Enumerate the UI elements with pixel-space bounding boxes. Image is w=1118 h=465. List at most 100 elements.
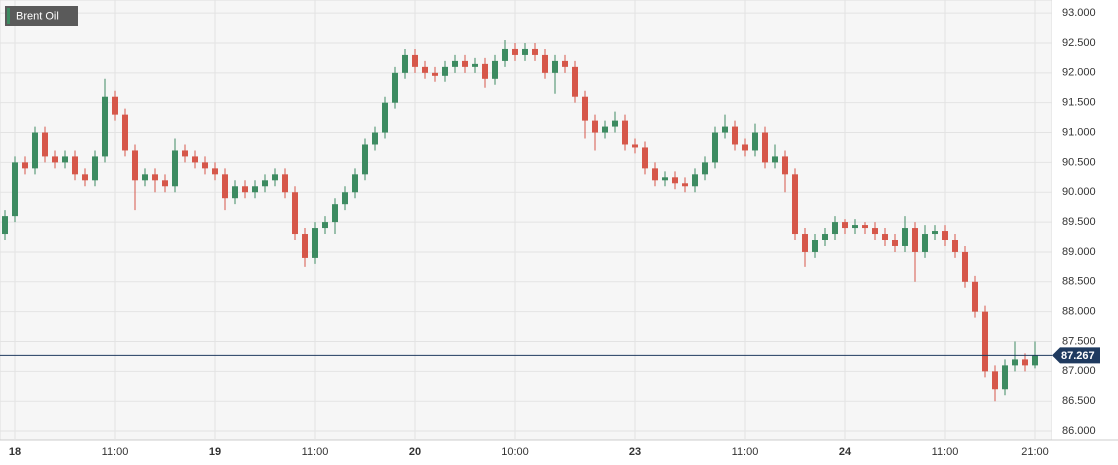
candle-body — [792, 174, 798, 235]
candle-body — [942, 231, 948, 240]
candle-body — [422, 66, 428, 73]
candle-body — [842, 222, 848, 229]
candle-body — [862, 225, 868, 229]
candle-body — [672, 177, 678, 184]
candle-body — [952, 240, 958, 252]
candle-body — [292, 192, 298, 235]
x-tick-label: 11:00 — [302, 446, 329, 458]
candle-body — [872, 228, 878, 235]
grid: 86.000 86.500 87.000 87.500 88.000 88.500 89.0… — [0, 0, 1096, 458]
x-tick-label: 23 — [629, 446, 641, 458]
candle-body — [982, 311, 988, 372]
candle-body — [632, 144, 638, 148]
candle-body — [112, 96, 118, 115]
candle-body — [472, 63, 478, 67]
candle-body — [762, 132, 768, 163]
candle-body — [772, 156, 778, 163]
candle-body — [962, 251, 968, 282]
candle-body — [282, 174, 288, 193]
candle-body — [42, 132, 48, 157]
candle-body — [352, 174, 358, 193]
axis-area — [1052, 0, 1118, 465]
candle-body — [492, 60, 498, 79]
y-tick-label: 87.500 — [1062, 335, 1096, 347]
candle-body — [752, 132, 758, 151]
candle-body — [332, 204, 338, 223]
candle-body — [62, 156, 68, 163]
candle-body — [602, 126, 608, 133]
candle-body — [502, 48, 508, 61]
candle-body — [582, 96, 588, 121]
candle-body — [272, 174, 278, 181]
candle-body — [462, 60, 468, 67]
candle-body — [642, 147, 648, 169]
overlay: 87.267 — [0, 347, 1100, 364]
candle-body — [832, 222, 838, 235]
y-tick-label: 91.000 — [1062, 126, 1096, 138]
candle-body — [202, 162, 208, 169]
y-tick-label: 89.000 — [1062, 246, 1096, 258]
candle-body — [52, 156, 58, 163]
candle-body — [132, 150, 138, 181]
candle-body — [652, 168, 658, 181]
x-tick-label: 24 — [839, 446, 852, 458]
candle-body — [712, 132, 718, 163]
candle-body — [512, 48, 518, 55]
candle-body — [522, 48, 528, 55]
candle-body — [232, 186, 238, 199]
y-tick-label: 93.000 — [1062, 7, 1096, 19]
candle-body — [392, 72, 398, 103]
candle-body — [852, 225, 858, 229]
candle-body — [222, 174, 228, 199]
candle-body — [452, 60, 458, 67]
candle-body — [782, 156, 788, 175]
candle-body — [22, 162, 28, 169]
chart-title: Brent Oil — [16, 10, 59, 22]
candle-body — [692, 174, 698, 187]
candle-body — [572, 66, 578, 97]
candle-body — [722, 126, 728, 133]
candle-body — [122, 114, 128, 151]
candle-body — [412, 54, 418, 67]
candle-body — [182, 150, 188, 157]
candle-body — [242, 186, 248, 193]
candle-body — [542, 54, 548, 73]
plot-area — [0, 0, 1053, 441]
candle-body — [742, 144, 748, 151]
candle-body — [1032, 355, 1038, 366]
candle-body — [362, 144, 368, 175]
candle-body — [702, 162, 708, 175]
candle-body — [562, 60, 568, 67]
candle-body — [1002, 365, 1008, 390]
candle-body — [932, 231, 938, 235]
y-tick-label: 91.500 — [1062, 97, 1096, 109]
candle-body — [12, 162, 18, 217]
candle-body — [322, 222, 328, 229]
y-tick-label: 90.500 — [1062, 156, 1096, 168]
candles — [2, 40, 1038, 402]
candle-body — [902, 228, 908, 246]
candle-body — [802, 234, 808, 252]
candle-body — [72, 156, 78, 175]
candle-body — [32, 132, 38, 169]
x-tick-label: 11:00 — [932, 446, 959, 458]
candle-body — [552, 60, 558, 73]
x-tick-label: 11:00 — [102, 446, 129, 458]
candle-body — [882, 234, 888, 240]
candle-body — [372, 132, 378, 145]
candle-body — [172, 150, 178, 187]
candle-body — [142, 174, 148, 181]
candle-body — [592, 120, 598, 133]
y-tick-label: 92.000 — [1062, 67, 1096, 79]
candle-body — [382, 102, 388, 133]
y-tick-label: 86.000 — [1062, 425, 1096, 437]
y-tick-label: 90.000 — [1062, 186, 1096, 198]
candle-body — [402, 54, 408, 73]
candle-body — [92, 156, 98, 181]
y-tick-label: 92.500 — [1062, 37, 1096, 49]
candle-body — [442, 66, 448, 76]
last-price-label: 87.267 — [1061, 350, 1095, 362]
candle-body — [212, 168, 218, 175]
